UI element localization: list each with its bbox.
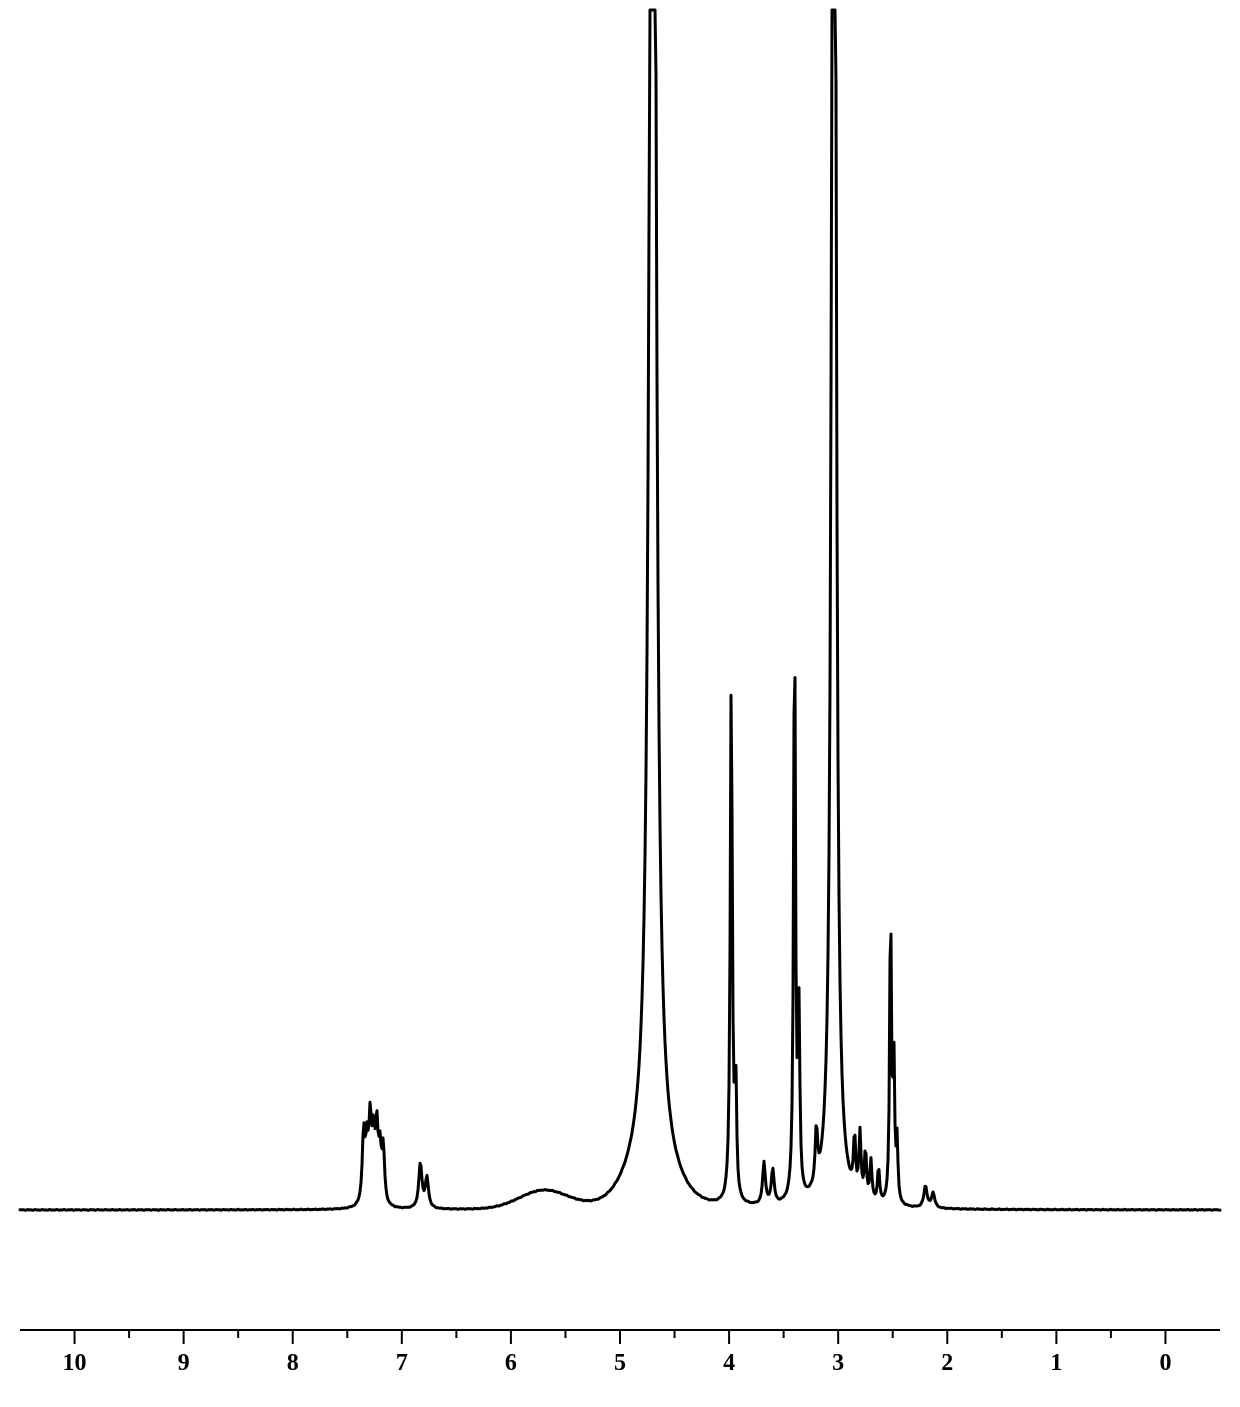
chart-svg: 109876543210 (0, 0, 1240, 1407)
x-tick-label: 1 (1050, 1350, 1062, 1376)
x-tick-label: 4 (723, 1350, 735, 1376)
x-tick-label: 2 (941, 1350, 953, 1376)
x-tick-label: 3 (832, 1350, 844, 1376)
x-tick-label: 5 (614, 1350, 626, 1376)
nmr-spectrum-chart: 109876543210 (0, 0, 1240, 1407)
x-tick-label: 9 (178, 1350, 190, 1376)
x-tick-label: 10 (63, 1350, 87, 1376)
x-tick-label: 7 (396, 1350, 408, 1376)
x-tick-label: 6 (505, 1350, 517, 1376)
x-tick-label: 0 (1159, 1350, 1171, 1376)
x-tick-label: 8 (287, 1350, 299, 1376)
